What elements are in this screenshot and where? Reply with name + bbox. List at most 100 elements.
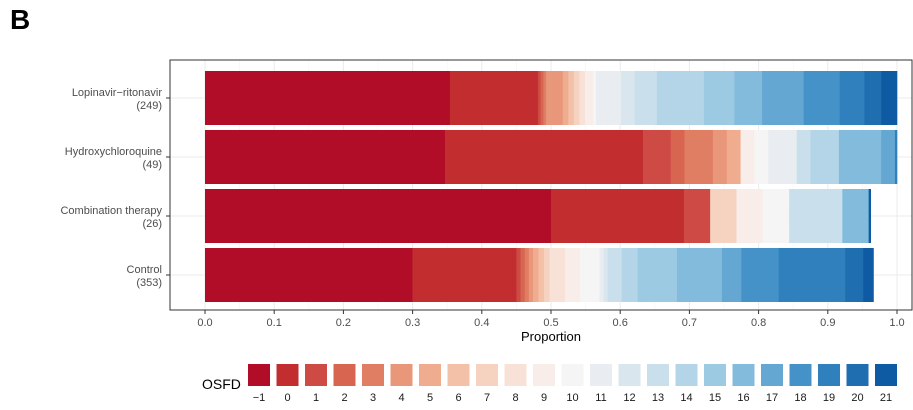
legend-swatch (305, 364, 327, 386)
bar-segment-3-17 (676, 248, 723, 302)
bar-segment-3-11 (580, 248, 600, 302)
bar-segment-2-17 (842, 189, 869, 243)
legend-swatch (476, 364, 498, 386)
x-axis: 0.0 0.1 0.2 0.3 0.4 0.5 0.6 0.7 0.8 0.9 1.0 (197, 310, 905, 329)
legend-swatch (875, 364, 897, 386)
bar-segment-1-18 (881, 130, 896, 184)
bars (205, 71, 898, 302)
bar-segment-1-1 (445, 130, 644, 184)
x-tick-label: 0.1 (267, 317, 282, 329)
bar-segment-0-2 (537, 71, 541, 125)
legend-swatch (390, 364, 413, 386)
legend-swatch (533, 364, 555, 386)
y-tick-label-count: (26) (142, 218, 162, 230)
legend-swatch (561, 364, 584, 386)
legend-title: OSFD (202, 376, 241, 392)
bar-segment-0-17 (734, 71, 763, 125)
legend-swatch (789, 364, 812, 386)
legend-swatch (419, 364, 441, 386)
y-tick-label-count: (249) (136, 100, 162, 112)
legend-label: 18 (794, 392, 806, 404)
bar-segment-3-5 (528, 248, 534, 302)
bar-segment-1-17 (838, 130, 882, 184)
bar-segment-1-15 (810, 130, 840, 184)
bar-segment-1-20 (894, 130, 898, 184)
legend-swatch (618, 364, 641, 386)
bar-segment-3-7 (538, 248, 545, 302)
bar-segment-3-0 (205, 248, 413, 302)
legend-swatch (846, 364, 869, 386)
bar-segment-3-16 (637, 248, 678, 302)
legend-label: 14 (680, 392, 692, 404)
legend-swatch (362, 364, 384, 386)
legend-swatch (704, 364, 726, 386)
legend-label: 2 (341, 392, 347, 404)
bar-segment-0-4 (543, 71, 547, 125)
bar-segment-0-9 (579, 71, 586, 125)
bar-segment-2-11 (762, 189, 790, 243)
legend-label: 3 (370, 392, 376, 404)
bar-segment-2-8 (710, 189, 737, 243)
bar-segment-1-11 (754, 130, 769, 184)
legend-swatch (590, 364, 612, 386)
x-tick-label: 0.9 (820, 317, 835, 329)
legend-label: 1 (313, 392, 319, 404)
bar-segment-0-1 (449, 71, 539, 125)
x-tick-label: 0.6 (613, 317, 628, 329)
bar-segment-0-7 (568, 71, 575, 125)
bar-segment-1-2 (643, 130, 672, 184)
bar-segment-0-13 (620, 71, 636, 125)
x-axis-title: Proportion (521, 329, 581, 344)
bar-segment-2-2 (683, 189, 711, 243)
x-tick-label: 0.0 (197, 317, 212, 329)
bar-segment-3-9 (549, 248, 566, 302)
legend-swatch (675, 364, 698, 386)
y-tick-label-name: Lopinavir−ritonavir (72, 87, 163, 99)
x-tick-label: 0.4 (474, 317, 489, 329)
bar-segment-0-8 (573, 71, 580, 125)
bar-segment-2-10 (736, 189, 764, 243)
legend-label: 16 (737, 392, 749, 404)
legend-label: 10 (566, 392, 578, 404)
bar-segment-3-20 (778, 248, 846, 302)
legend-label: 20 (851, 392, 863, 404)
bar-segment-1-10 (740, 130, 755, 184)
bar-segment-1-5 (712, 130, 728, 184)
bar-segment-0-18 (762, 71, 804, 125)
bar-segment-3-4 (524, 248, 530, 302)
legend-swatch (818, 364, 840, 386)
bar-segment-3-3 (520, 248, 526, 302)
y-tick-label-name: Control (127, 264, 162, 276)
bar-segment-3-13 (603, 248, 609, 302)
bar-segment-0-19 (803, 71, 840, 125)
panel-letter: B (10, 4, 31, 35)
legend-label: 13 (652, 392, 664, 404)
legend-swatch (248, 364, 270, 386)
legend-swatch (647, 364, 669, 386)
x-tick-label: 0.2 (336, 317, 351, 329)
legend-label: 15 (709, 392, 721, 404)
bar-segment-1-6 (726, 130, 741, 184)
legend-label: 17 (766, 392, 778, 404)
bar-segment-3-19 (741, 248, 779, 302)
legend-swatch (504, 364, 527, 386)
legend-label: 4 (398, 392, 404, 404)
bar-segment-0-6 (562, 71, 569, 125)
legend-swatch (333, 364, 356, 386)
x-tick-label: 0.8 (751, 317, 766, 329)
bar-segment-3-8 (544, 248, 550, 302)
bar-segment-2-0 (205, 189, 552, 243)
bar-segment-0-20 (839, 71, 865, 125)
y-tick-label-name: Hydroxychloroquine (65, 146, 162, 158)
legend-label: 9 (541, 392, 547, 404)
bar-segment-3-14 (607, 248, 622, 302)
bar-segment-0-22 (881, 71, 898, 125)
legend-label: 21 (880, 392, 892, 404)
bar-segment-1-3 (670, 130, 685, 184)
x-tick-label: 1.0 (889, 317, 904, 329)
bar-segment-1-0 (205, 130, 446, 184)
bar-segment-3-1 (412, 248, 517, 302)
bar-segment-1-12 (768, 130, 797, 184)
legend-label: 5 (427, 392, 433, 404)
bar-segment-0-10 (584, 71, 594, 125)
